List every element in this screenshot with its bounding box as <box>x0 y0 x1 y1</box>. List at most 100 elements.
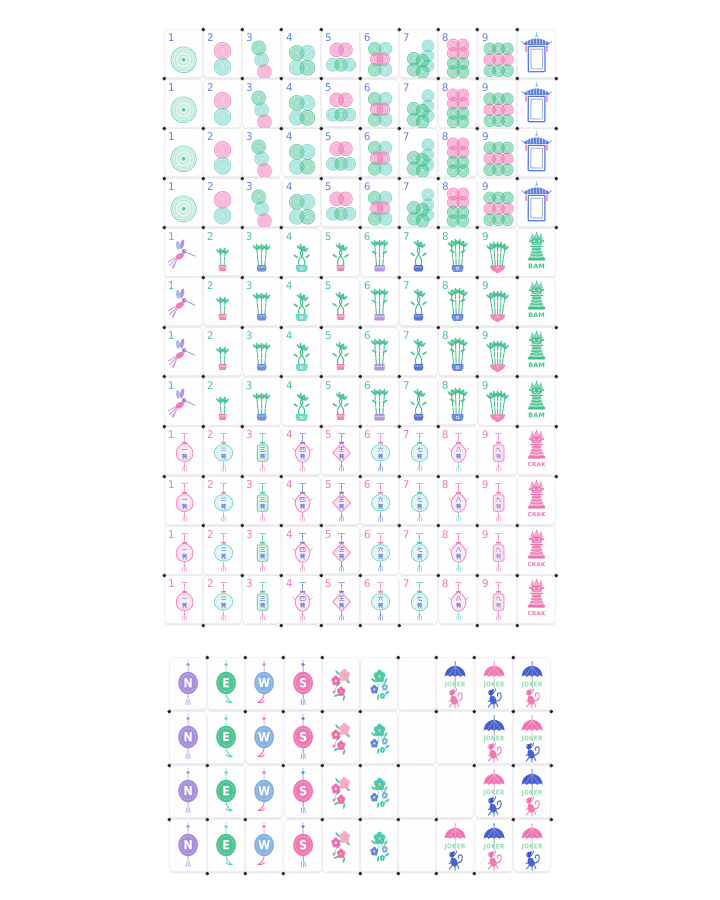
tile-joker-blue-umbrella[interactable]: JOKER <box>437 657 474 711</box>
tile-bam-5[interactable]: 5 <box>321 327 360 376</box>
tile-wind-s[interactable]: S <box>284 819 321 873</box>
tile-flower-teal[interactable] <box>360 819 398 873</box>
tile-bam-2[interactable]: 2 <box>204 377 242 426</box>
tile-flower-pink[interactable] <box>322 819 360 873</box>
tile-joker-pink-umbrella[interactable]: JOKER <box>513 819 551 873</box>
tile-dot-1[interactable]: 1 <box>164 29 203 78</box>
tile-wind-n[interactable]: N <box>169 657 207 711</box>
tile-wind-s[interactable]: S <box>284 765 321 819</box>
tile-dot-2[interactable]: 2 <box>204 129 242 178</box>
tile-crak-7[interactable]: 7 <box>400 476 438 525</box>
tile-dragon-bam[interactable]: BAM <box>517 228 556 277</box>
tile-bam-9[interactable]: 9 <box>478 228 516 277</box>
tile-white-dragon-soap[interactable] <box>517 129 556 178</box>
tile-dot-6[interactable]: 6 <box>360 129 399 178</box>
tile-crak-6[interactable]: 6 <box>360 427 399 476</box>
tile-blank[interactable] <box>437 711 474 765</box>
tile-crak-1[interactable]: 1 <box>164 427 203 476</box>
tile-crak-9[interactable]: 9 <box>478 526 516 575</box>
tile-crak-3[interactable]: 3 <box>243 526 281 575</box>
tile-dot-4[interactable]: 4 <box>282 129 320 177</box>
tile-bam-1-hummingbird[interactable]: 1 <box>164 327 203 376</box>
tile-bam-1-hummingbird[interactable]: 1 <box>164 228 203 277</box>
tile-wind-s[interactable]: S <box>284 657 321 711</box>
tile-bam-3[interactable]: 3 <box>243 228 281 277</box>
tile-dot-6[interactable]: 6 <box>361 30 399 78</box>
tile-dot-9[interactable]: 9 <box>478 178 516 227</box>
tile-crak-1[interactable]: 1 <box>164 576 203 625</box>
tile-crak-5[interactable]: 5 <box>321 476 360 525</box>
tile-dot-8[interactable]: 8 <box>439 129 477 178</box>
tile-crak-6[interactable]: 6 <box>360 576 399 625</box>
tile-dot-7[interactable]: 7 <box>400 29 438 78</box>
tile-white-dragon-soap[interactable] <box>517 178 556 227</box>
tile-dot-6[interactable]: 6 <box>360 178 399 227</box>
tile-crak-5[interactable]: 5 <box>321 526 359 575</box>
tile-crak-5[interactable]: 5 <box>321 427 360 476</box>
tile-crak-4[interactable]: 4 <box>282 526 320 575</box>
tile-joker-pink-umbrella[interactable]: JOKER <box>437 819 474 873</box>
tile-crak-2[interactable]: 2 <box>204 526 242 575</box>
tile-wind-w[interactable]: W <box>246 658 283 710</box>
tile-wind-w[interactable]: W <box>246 765 283 819</box>
tile-dot-5[interactable]: 5 <box>321 29 360 78</box>
tile-dot-9[interactable]: 9 <box>478 29 516 78</box>
tile-dot-7[interactable]: 7 <box>400 79 438 128</box>
tile-blank[interactable] <box>399 711 436 765</box>
tile-bam-8[interactable]: 8 <box>439 327 477 376</box>
tile-dot-3[interactable]: 3 <box>243 29 281 78</box>
tile-bam-5[interactable]: 5 <box>321 377 360 426</box>
tile-crak-2[interactable]: 2 <box>204 427 242 476</box>
tile-crak-6[interactable]: 6 <box>361 477 399 525</box>
tile-crak-8[interactable]: 8 <box>439 576 477 625</box>
tile-dot-7[interactable]: 7 <box>400 178 438 227</box>
tile-crak-7[interactable]: 7 <box>400 427 438 475</box>
tile-crak-8[interactable]: 8 <box>439 476 477 525</box>
tile-flower-teal[interactable] <box>360 765 398 819</box>
tile-bam-6[interactable]: 6 <box>360 228 399 277</box>
tile-crak-8[interactable]: 8 <box>439 427 477 476</box>
tile-crak-8[interactable]: 8 <box>439 526 477 575</box>
tile-flower-pink[interactable] <box>322 765 360 819</box>
tile-dragon-crak[interactable]: CRAK <box>517 427 556 476</box>
tile-crak-4[interactable]: 4 <box>282 427 320 476</box>
tile-dot-5[interactable]: 5 <box>321 79 359 128</box>
tile-wind-w[interactable]: W <box>246 819 283 873</box>
tile-dot-4[interactable]: 4 <box>282 79 320 128</box>
tile-flower-pink[interactable] <box>322 711 360 765</box>
tile-bam-2[interactable]: 2 <box>204 228 242 277</box>
tile-joker-pink-umbrella[interactable]: JOKER <box>475 657 512 711</box>
tile-wind-e[interactable]: E <box>208 819 245 873</box>
tile-dot-1[interactable]: 1 <box>164 178 203 227</box>
tile-bam-9[interactable]: 9 <box>478 328 516 376</box>
tile-dot-7[interactable]: 7 <box>400 129 438 178</box>
tile-bam-7[interactable]: 7 <box>400 228 438 277</box>
tile-dot-2[interactable]: 2 <box>204 178 242 227</box>
tile-dragon-crak[interactable]: CRAK <box>517 526 556 575</box>
tile-bam-7[interactable]: 7 <box>400 278 438 327</box>
tile-dot-3[interactable]: 3 <box>243 129 281 178</box>
tile-crak-5[interactable]: 5 <box>321 576 360 625</box>
tile-joker-pink-umbrella[interactable]: JOKER <box>475 765 512 819</box>
tile-wind-n[interactable]: N <box>170 766 207 818</box>
tile-bam-7[interactable]: 7 <box>400 377 438 426</box>
tile-bam-8[interactable]: 8 <box>439 377 477 426</box>
tile-joker-blue-umbrella[interactable]: JOKER <box>475 711 512 765</box>
tile-bam-5[interactable]: 5 <box>321 278 360 327</box>
tile-bam-3[interactable]: 3 <box>243 377 281 426</box>
tile-crak-6[interactable]: 6 <box>360 526 399 575</box>
tile-crak-9[interactable]: 9 <box>478 476 516 525</box>
tile-bam-8[interactable]: 8 <box>439 228 477 277</box>
tile-crak-7[interactable]: 7 <box>400 576 438 625</box>
tile-blank[interactable] <box>399 657 436 711</box>
tile-crak-3[interactable]: 3 <box>243 476 281 525</box>
tile-dot-8[interactable]: 8 <box>439 79 477 128</box>
tile-crak-9[interactable]: 9 <box>478 427 516 476</box>
tile-white-dragon-soap[interactable] <box>517 29 556 78</box>
tile-dragon-crak[interactable]: CRAK <box>517 576 556 625</box>
tile-white-dragon-soap[interactable] <box>517 79 556 128</box>
tile-crak-2[interactable]: 2 <box>204 576 242 625</box>
tile-bam-6[interactable]: 6 <box>360 278 399 327</box>
tile-bam-5[interactable]: 5 <box>321 228 360 277</box>
tile-joker-pink-umbrella[interactable]: JOKER <box>513 711 551 765</box>
